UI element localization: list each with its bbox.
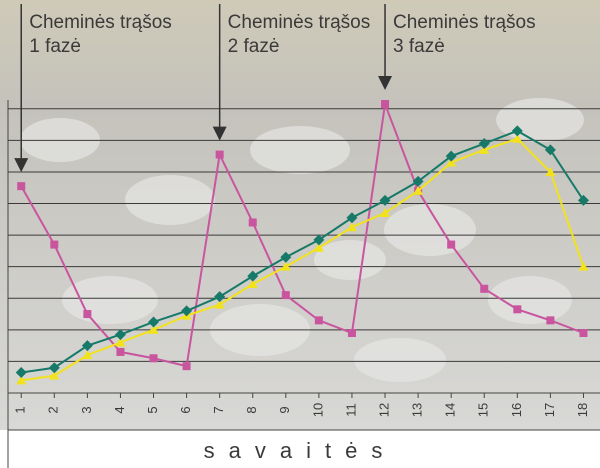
point	[249, 218, 257, 226]
point	[513, 305, 521, 313]
point	[50, 241, 58, 249]
background	[0, 0, 600, 430]
point	[83, 310, 91, 318]
point	[381, 100, 389, 108]
x-tick-label: 18	[575, 403, 590, 417]
point	[348, 329, 356, 337]
x-tick-label: 5	[145, 406, 160, 413]
point	[17, 182, 25, 190]
x-tick-label: 1	[13, 406, 28, 413]
point	[579, 329, 587, 337]
x-tick-label: 12	[376, 403, 391, 417]
chart: savaitės 123456789101112131415161718Chem…	[0, 0, 600, 468]
x-tick-label: 8	[244, 406, 259, 413]
x-tick-label: 14	[443, 403, 458, 417]
point	[183, 362, 191, 370]
x-tick-label: 11	[343, 403, 358, 417]
point	[546, 316, 554, 324]
point	[150, 354, 158, 362]
point	[447, 241, 455, 249]
annotation-text: Cheminės trąšos	[29, 12, 172, 33]
point	[216, 151, 224, 159]
point	[480, 285, 488, 293]
x-tick-label: 2	[46, 406, 61, 413]
annotation-text: Cheminės trąšos	[393, 12, 536, 33]
x-tick-label: 6	[178, 406, 193, 413]
x-tick-label: 7	[211, 406, 226, 413]
point	[315, 316, 323, 324]
x-tick-label: 13	[410, 403, 425, 417]
x-tick-label: 4	[112, 406, 127, 413]
x-tick-label: 9	[277, 406, 292, 413]
annotation-text: 2 fazė	[228, 36, 280, 57]
point	[282, 291, 290, 299]
point	[116, 348, 124, 356]
annotation-text: 3 fazė	[393, 36, 445, 57]
x-tick-label: 3	[79, 406, 94, 413]
x-tick-label: 17	[542, 403, 557, 417]
x-axis-label: savaitės	[204, 438, 397, 463]
x-tick-label: 15	[476, 403, 491, 417]
annotation-text: Cheminės trąšos	[228, 12, 371, 33]
annotation-text: 1 fazė	[29, 36, 81, 57]
x-tick-label: 16	[509, 403, 524, 417]
x-tick-label: 10	[310, 403, 325, 417]
